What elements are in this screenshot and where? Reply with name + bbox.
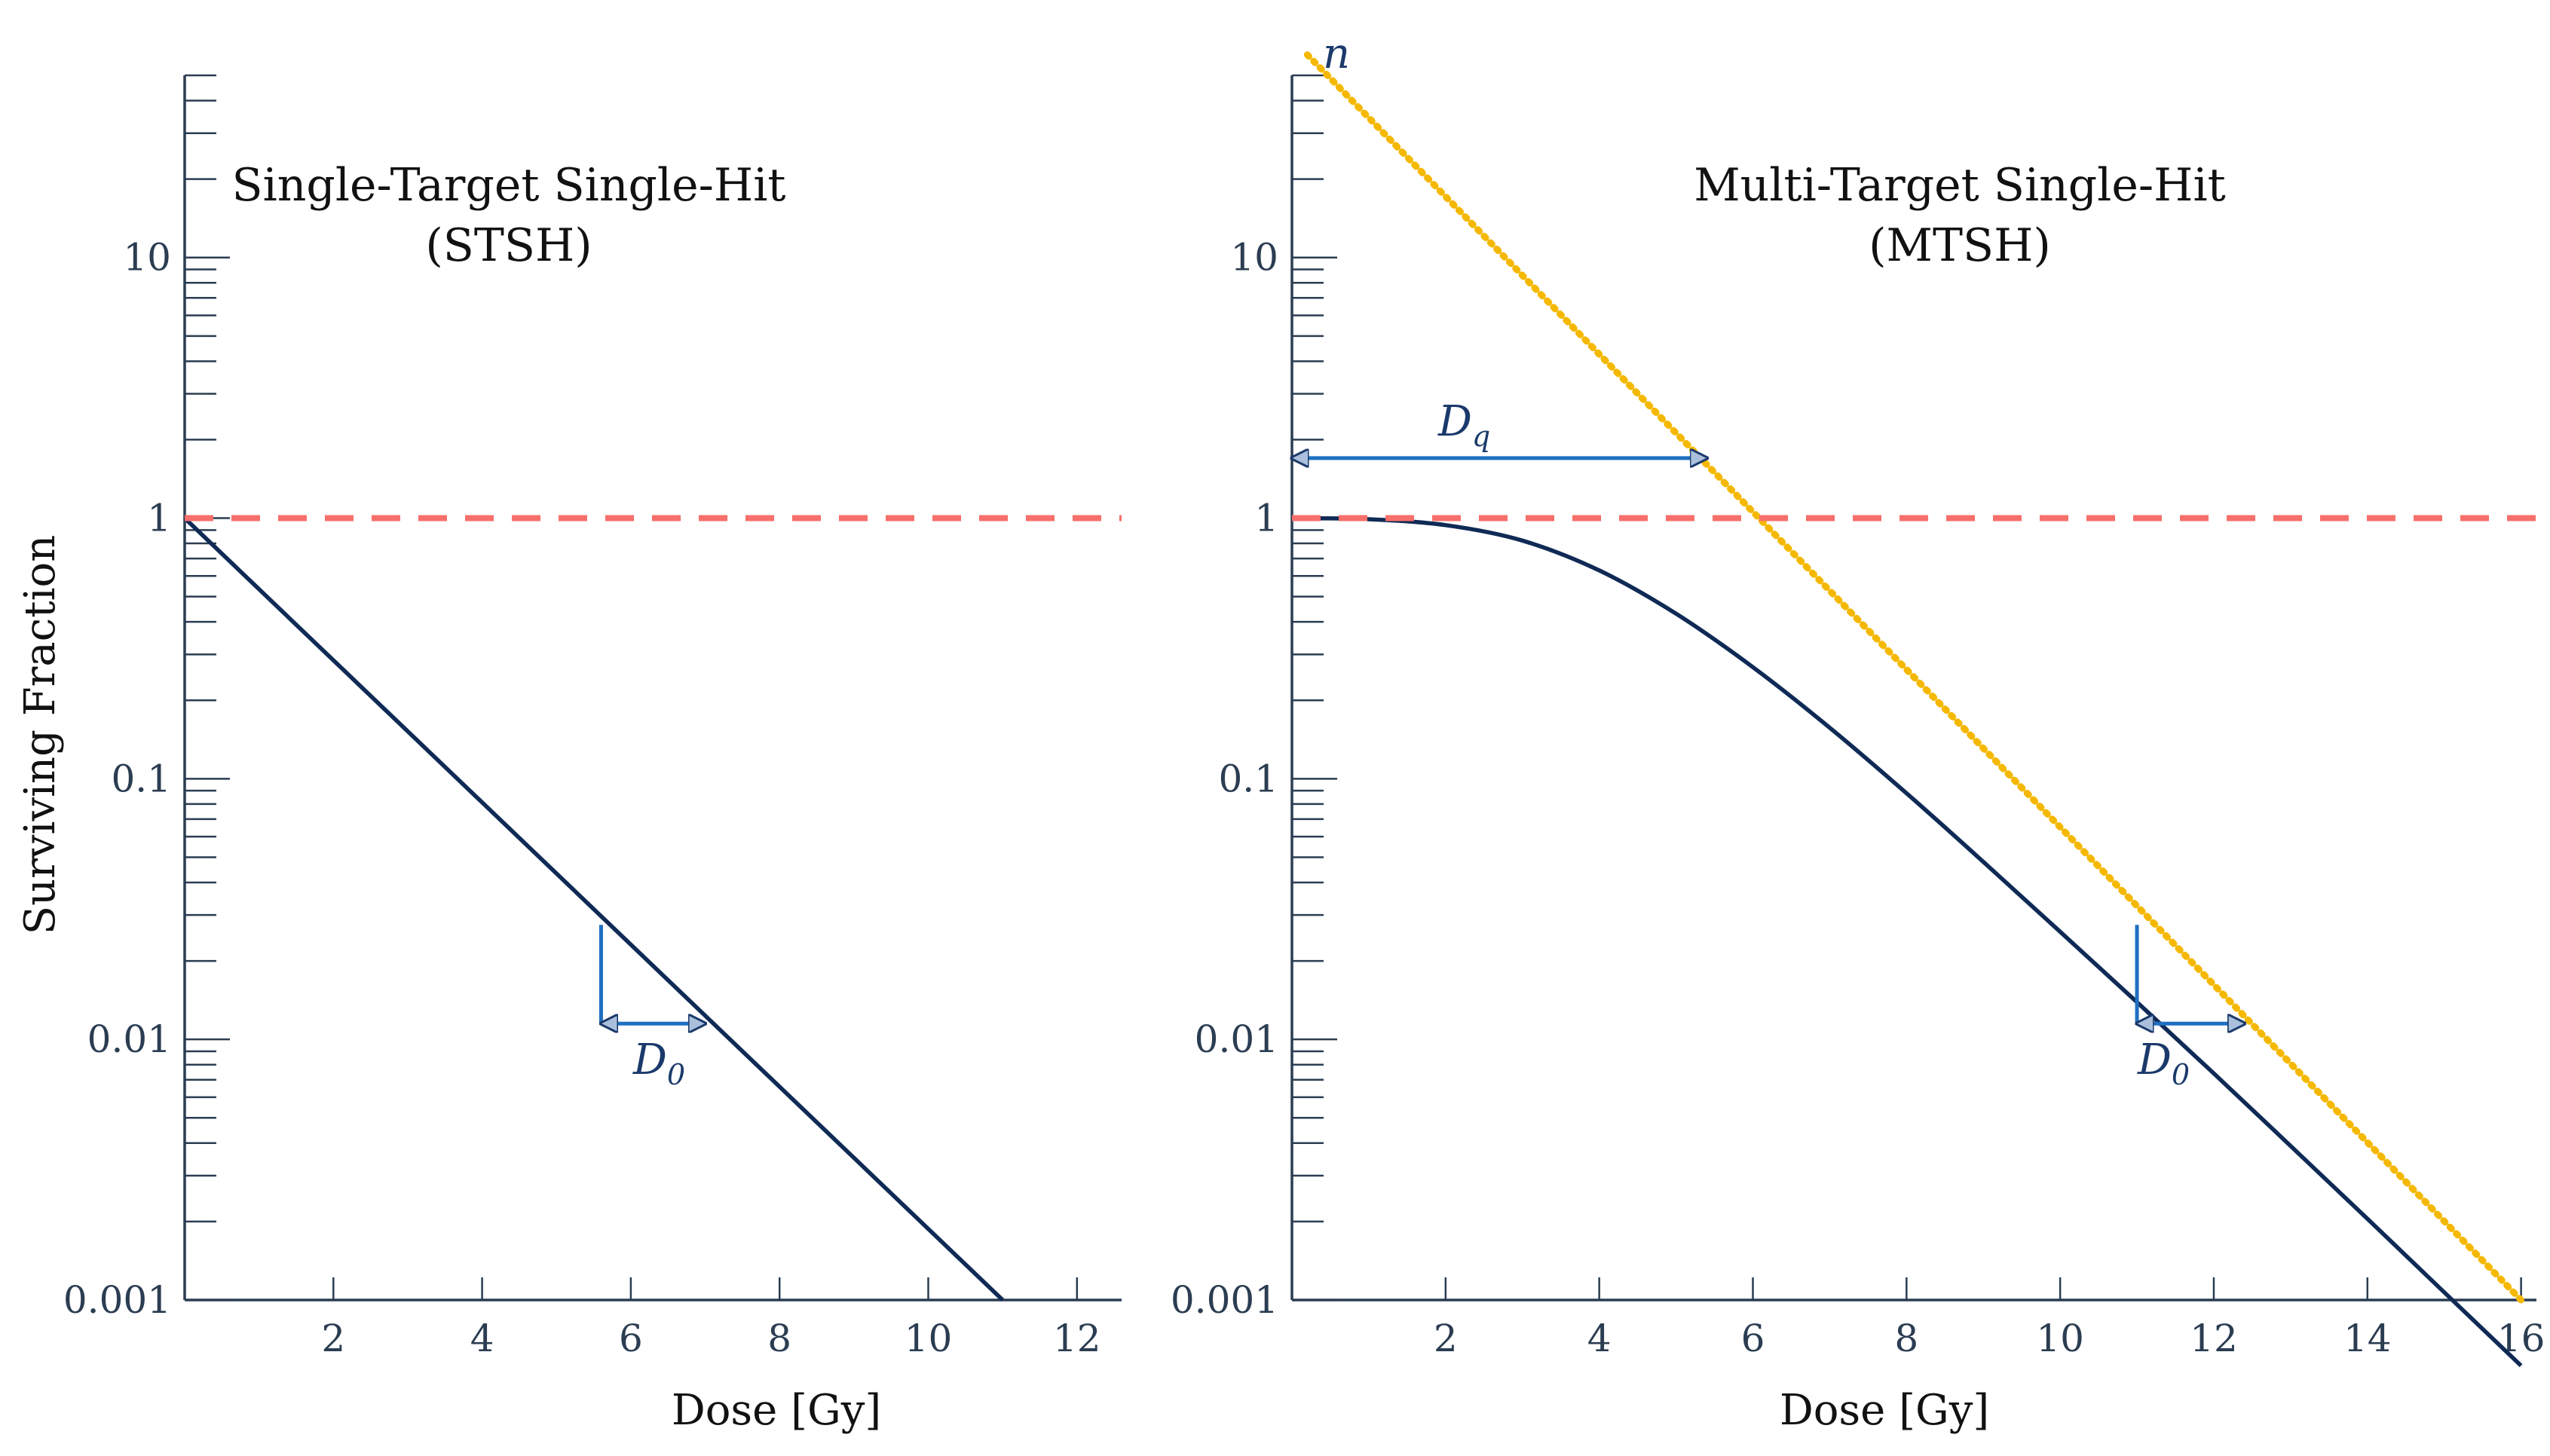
stsh-y-tick-label: 1	[147, 497, 171, 540]
stsh-survival-curve	[183, 516, 1005, 1302]
stsh-subtitle: (STSH)	[425, 219, 592, 272]
mtsh-d0-label: D0	[2137, 1035, 2190, 1091]
mtsh-title: Multi-Target Single-Hit	[1694, 159, 2226, 212]
stsh-x-tick-label: 8	[767, 1317, 791, 1360]
stsh-y-tick-label: 0.01	[87, 1017, 171, 1061]
mtsh-extrapolation	[1303, 51, 2525, 1304]
stsh-title: Single-Target Single-Hit	[231, 159, 785, 212]
mtsh-y-tick-label: 0.001	[1171, 1278, 1278, 1322]
stsh-x-tick-label: 10	[905, 1317, 953, 1360]
mtsh-x-tick-label: 12	[2190, 1317, 2238, 1360]
stsh-d0-label: D0	[632, 1035, 685, 1091]
mtsh-panel: 0.001 0.01 0.1 1 10 2 4 6 8 10 12 14 16 Multi-Target…	[1171, 29, 2545, 1435]
y-axis-label: Surviving Fraction	[16, 535, 65, 935]
stsh-x-axis-label: Dose [Gy]	[672, 1386, 881, 1435]
mtsh-survival-curve	[1291, 515, 2523, 1368]
stsh-y-tick-label: 0.001	[63, 1278, 171, 1322]
mtsh-x-tick-label: 4	[1587, 1317, 1612, 1360]
mtsh-x-tick-label: 14	[2343, 1317, 2392, 1360]
mtsh-subtitle: (MTSH)	[1869, 219, 2051, 272]
dq-label: Dq	[1437, 397, 1490, 453]
mtsh-axes: 0.001 0.01 0.1 1 10 2 4 6 8 10 12 14 16	[1171, 74, 2545, 1360]
mtsh-y-tick-label: 0.01	[1195, 1017, 1278, 1061]
mtsh-x-tick-label: 6	[1741, 1317, 1765, 1360]
n-label: n	[1323, 29, 1350, 78]
stsh-x-tick-label: 2	[321, 1317, 345, 1360]
stsh-x-tick-label: 4	[470, 1317, 494, 1360]
stsh-y-tick-label: 0.1	[111, 757, 171, 800]
stsh-marks	[183, 515, 1122, 1302]
mtsh-x-tick-label: 2	[1434, 1317, 1458, 1360]
mtsh-y-tick-label: 10	[1230, 236, 1278, 280]
mtsh-x-axis-label: Dose [Gy]	[1780, 1386, 1989, 1435]
stsh-axes: 0.001 0.01 0.1 1 10 2 4 6 8 10 12	[63, 74, 1122, 1360]
stsh-panel: 0.001 0.01 0.1 1 10 2 4 6 8 10 12 Single-Target Si…	[16, 74, 1122, 1435]
stsh-x-tick-label: 12	[1053, 1317, 1101, 1360]
mtsh-marks	[1291, 51, 2536, 1368]
stsh-x-tick-label: 6	[619, 1317, 643, 1360]
mtsh-x-tick-label: 16	[2497, 1317, 2545, 1360]
mtsh-x-tick-label: 8	[1894, 1317, 1918, 1360]
mtsh-y-tick-label: 0.1	[1218, 757, 1278, 800]
stsh-y-tick-label: 10	[123, 236, 171, 280]
mtsh-x-tick-label: 10	[2036, 1317, 2084, 1360]
mtsh-y-tick-label: 1	[1254, 497, 1278, 540]
